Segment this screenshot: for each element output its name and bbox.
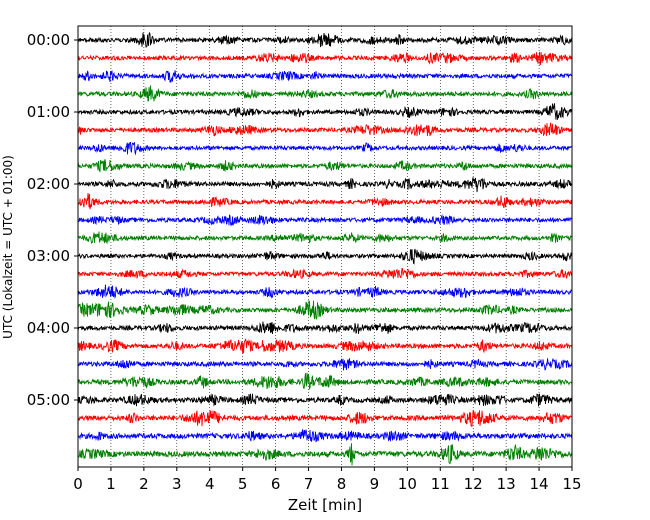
x-axis: 0 1 2 3 4 5 6 7 8 9 10 11 12 13 14 15	[73, 467, 582, 493]
x-tick-label: 13	[497, 475, 516, 493]
trace-line	[77, 70, 573, 83]
y-tick-label: 00:00	[27, 31, 70, 49]
x-tick-label: 15	[562, 475, 581, 493]
x-tick-label: 12	[464, 475, 483, 493]
x-tick-label: 7	[304, 475, 314, 493]
trace-line	[77, 357, 573, 371]
x-tick-label: 10	[398, 475, 417, 493]
x-tick-label: 2	[139, 475, 149, 493]
trace-line	[77, 393, 573, 407]
x-tick-label: 8	[337, 475, 347, 493]
trace-line	[77, 192, 573, 210]
x-tick-label: 6	[271, 475, 281, 493]
trace-line	[77, 159, 573, 173]
x-tick-label: 0	[73, 475, 83, 493]
trace-line	[77, 122, 572, 137]
y-axis: 00:00 01:00 02:00 03:00 04:00 05:00	[27, 31, 78, 409]
trace-line	[77, 443, 573, 466]
x-tick-label: 3	[172, 475, 182, 493]
plot-frame	[77, 25, 573, 468]
x-tick-label: 14	[530, 475, 549, 493]
trace-line	[77, 409, 573, 427]
trace-line	[77, 372, 573, 390]
trace-line	[77, 267, 573, 280]
y-axis-label: UTC (Lokalzeit = UTC + 01:00)	[1, 155, 15, 339]
trace-line	[78, 141, 573, 156]
trace-line	[77, 429, 573, 443]
trace-line	[77, 213, 573, 227]
trace-line	[77, 177, 573, 193]
x-tick-label: 1	[106, 475, 116, 493]
trace-line	[77, 103, 573, 120]
traces	[77, 31, 573, 466]
x-tick-label: 11	[431, 475, 450, 493]
y-tick-label: 01:00	[27, 103, 70, 121]
trace-line	[77, 231, 573, 245]
x-tick-label: 4	[205, 475, 215, 493]
trace-line	[78, 51, 573, 66]
trace-line	[77, 299, 573, 320]
trace-line	[77, 321, 573, 335]
y-tick-label: 05:00	[27, 391, 70, 409]
trace-line	[77, 338, 573, 354]
y-tick-label: 04:00	[27, 319, 70, 337]
y-tick-label: 03:00	[27, 247, 70, 265]
trace-line	[77, 85, 573, 102]
x-tick-label: 9	[370, 475, 380, 493]
x-tick-label: 5	[238, 475, 248, 493]
y-tick-label: 02:00	[27, 175, 70, 193]
x-axis-label: Zeit [min]	[288, 496, 362, 514]
trace-line	[77, 31, 573, 48]
trace-line	[77, 284, 573, 300]
trace-line	[77, 248, 573, 265]
